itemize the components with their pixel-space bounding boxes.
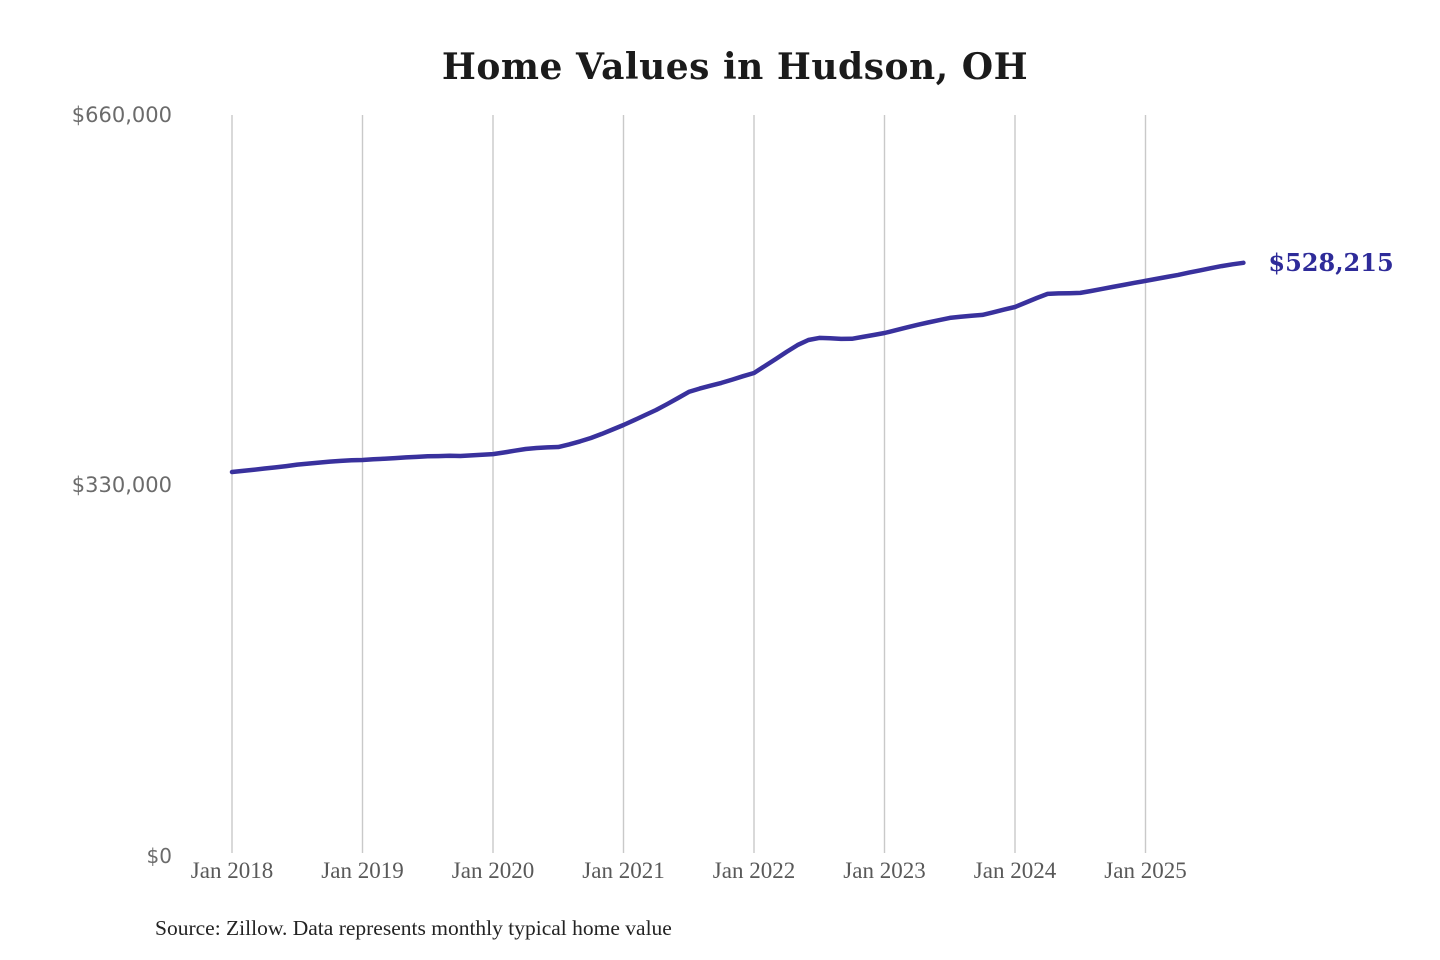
x-axis-label: Jan 2024 [973,858,1057,883]
x-axis-label: Jan 2020 [451,858,535,883]
x-axis-label: Jan 2021 [582,858,665,883]
x-axis-label: Jan 2018 [190,858,274,883]
source-note: Source: Zillow. Data represents monthly … [155,916,672,940]
home-value-line [229,260,1246,475]
y-axis-label-330000: $330,000 [71,473,172,497]
y-axis-label-0: $0 [146,844,172,868]
x-axis-label: Jan 2019 [321,858,404,883]
x-axis-label: Jan 2025 [1104,858,1187,883]
y-axis-label-660000: $660,000 [71,103,172,127]
x-axis-label: Jan 2023 [843,858,926,883]
x-axis-label: Jan 2022 [712,858,796,883]
final-value-label: $528,215 [1268,247,1394,277]
chart-title: Home Values in Hudson, OH [441,46,1029,88]
vertical-gridlines [231,115,1147,853]
